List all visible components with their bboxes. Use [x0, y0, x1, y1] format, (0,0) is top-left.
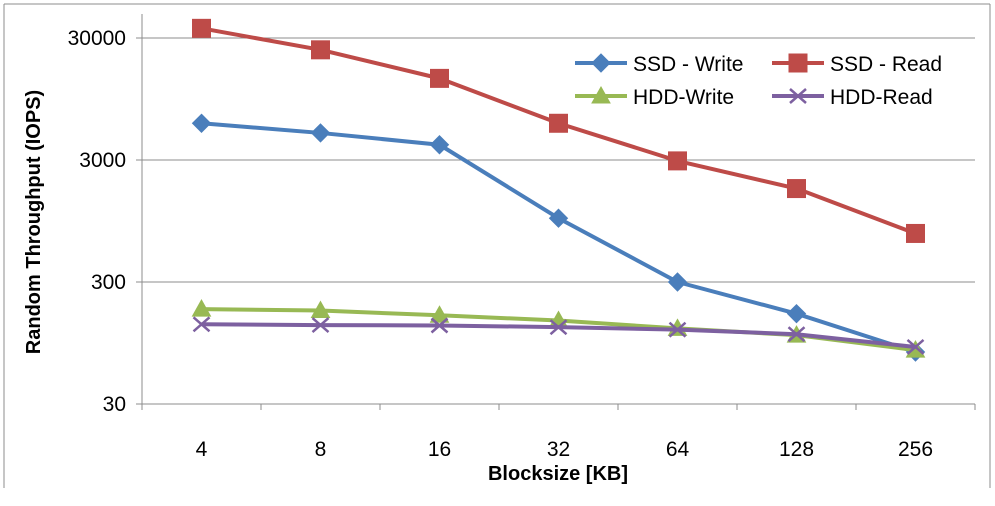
y-axis-title: Random Throughput (IOPS) — [23, 90, 45, 354]
legend-swatch-marker — [591, 53, 611, 73]
legend-label: SSD - Read — [830, 53, 942, 76]
data-point — [549, 113, 568, 133]
x-tick-label: 8 — [315, 438, 327, 461]
series-layer — [191, 18, 926, 362]
legend-item: SSD - Write — [575, 53, 743, 76]
y-tick-label: 3000 — [79, 149, 126, 172]
legend-item: HDD-Write — [575, 85, 734, 109]
legend: SSD - Write SSD - Read HDD-Write HDD-Read — [575, 53, 942, 109]
legend-label: HDD-Read — [830, 86, 933, 109]
data-point — [787, 179, 806, 199]
x-tick-label: 64 — [666, 438, 690, 461]
data-point — [667, 272, 688, 292]
grid-layer — [142, 37, 975, 283]
data-point — [310, 123, 331, 143]
axis-layer: 30 300 3000 30000 4 8 16 32 64 128 256 — [68, 14, 976, 461]
series-hdd-read — [192, 316, 925, 355]
x-tick-label: 256 — [898, 438, 933, 461]
series-ssd-write — [191, 113, 926, 362]
data-point — [192, 18, 211, 38]
x-axis-title: Blocksize [KB] — [488, 463, 628, 485]
x-tick-label: 4 — [196, 438, 208, 461]
data-point — [906, 339, 925, 355]
data-point — [191, 299, 212, 317]
series-ssd-read — [192, 18, 925, 243]
data-point — [311, 40, 330, 60]
y-tick-label: 30 — [103, 393, 126, 416]
data-point — [311, 317, 330, 334]
x-tick-label: 16 — [428, 438, 451, 461]
data-point — [787, 326, 806, 343]
data-point — [906, 223, 925, 243]
x-tick-label: 128 — [779, 438, 814, 461]
data-point — [429, 305, 450, 323]
data-point — [786, 303, 807, 324]
data-point — [668, 321, 687, 338]
data-point — [430, 317, 449, 334]
data-point — [905, 340, 926, 358]
legend-label: SSD - Write — [633, 53, 743, 76]
y-tick-label: 300 — [91, 271, 126, 294]
data-point — [549, 319, 568, 336]
legend-swatch-marker — [788, 53, 808, 73]
legend-item: HDD-Read — [772, 86, 933, 109]
data-point — [430, 68, 449, 88]
data-point — [668, 151, 687, 171]
legend-swatch-marker — [591, 85, 611, 104]
y-tick-label: 30000 — [68, 27, 126, 50]
data-point — [310, 300, 331, 319]
x-tick-label: 32 — [547, 438, 570, 461]
legend-label: HDD-Write — [633, 86, 734, 109]
data-point — [429, 135, 450, 155]
legend-swatch-marker — [789, 88, 807, 104]
data-point — [191, 113, 212, 133]
data-point — [548, 208, 569, 228]
data-point — [192, 316, 211, 333]
legend-item: SSD - Read — [772, 53, 942, 76]
